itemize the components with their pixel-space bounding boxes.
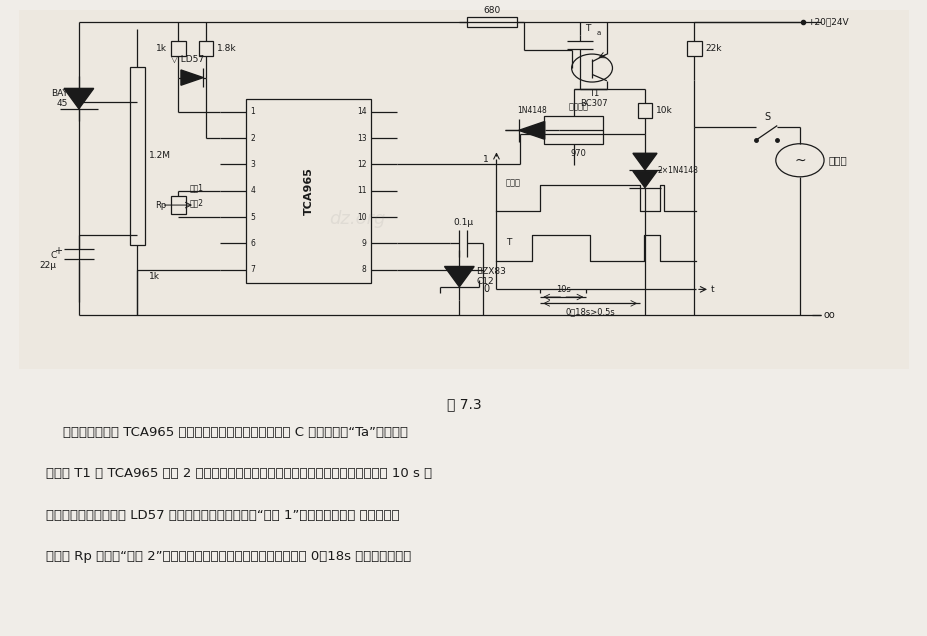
Bar (637, 103, 652, 118)
Bar (198, 41, 213, 56)
Bar (686, 41, 701, 56)
Text: 10k: 10k (655, 106, 672, 115)
Text: 10s: 10s (555, 286, 570, 294)
Text: 1: 1 (250, 107, 255, 116)
Text: 7: 7 (250, 265, 255, 274)
Text: 2: 2 (250, 134, 255, 142)
Text: S: S (764, 112, 769, 122)
Text: 1: 1 (483, 155, 489, 163)
Text: Rp: Rp (155, 200, 166, 210)
Polygon shape (181, 70, 203, 85)
Text: 12: 12 (357, 160, 366, 169)
Text: ~: ~ (794, 153, 805, 167)
Text: dz.org: dz.org (329, 211, 385, 228)
Text: 晶体管 T1 从 TCA965 的脚 2 处得到基极电流，电源供给电流。事光整定的流程提前 10 s 计: 晶体管 T1 从 TCA965 的脚 2 处得到基极电流，电源供给电流。事光整定… (46, 467, 432, 480)
Bar (246, 99, 371, 283)
Text: ▽ LD57: ▽ LD57 (171, 55, 204, 64)
Text: 继电器: 继电器 (505, 178, 520, 187)
Text: 11: 11 (357, 186, 366, 195)
Text: C
22μ: C 22μ (40, 251, 57, 270)
Text: 木继电器: 木继电器 (567, 102, 588, 111)
Text: BAY
45: BAY 45 (51, 89, 68, 108)
Bar (171, 41, 185, 56)
Text: 1.2M: 1.2M (148, 151, 171, 160)
Text: 0.1μ: 0.1μ (452, 218, 473, 227)
Text: 图 7.3: 图 7.3 (446, 397, 481, 411)
Text: 680: 680 (483, 6, 500, 15)
Text: 22k: 22k (705, 45, 721, 53)
Text: 8: 8 (362, 265, 366, 274)
Polygon shape (632, 171, 656, 188)
Polygon shape (444, 266, 474, 287)
Text: 970: 970 (569, 149, 586, 158)
Text: 1.8k: 1.8k (217, 45, 236, 53)
Text: 3: 3 (250, 160, 255, 169)
Text: BZX83
C12: BZX83 C12 (476, 267, 505, 286)
Text: t: t (710, 285, 714, 294)
Text: 时。在此期间内指示灯 LD57 亮。当电容充电电压超过“阁值 1”时继电器吸合。 一旦达到由: 时。在此期间内指示灯 LD57 亮。当电容充电电压超过“阁值 1”时继电器吸合。… (46, 509, 400, 522)
Polygon shape (518, 121, 544, 139)
Text: 阈值1: 阈值1 (189, 183, 203, 192)
Text: 阈值2: 阈值2 (189, 198, 203, 208)
Text: T: T (584, 24, 590, 33)
Bar (171, 196, 185, 214)
Text: a: a (596, 30, 601, 36)
Text: 5: 5 (250, 212, 255, 222)
Text: 13: 13 (357, 134, 366, 142)
Bar (543, 116, 603, 144)
Text: 1k: 1k (156, 45, 167, 53)
Text: 14: 14 (357, 107, 366, 116)
Text: 6: 6 (250, 239, 255, 248)
Text: T1
BC307: T1 BC307 (579, 89, 607, 109)
Text: 2×1N4148: 2×1N4148 (657, 166, 698, 175)
Text: T: T (505, 238, 511, 247)
Text: 10: 10 (357, 212, 366, 222)
Text: 4: 4 (250, 186, 255, 195)
Polygon shape (64, 88, 94, 109)
Text: TCA965: TCA965 (303, 167, 313, 215)
Text: 1N4148: 1N4148 (516, 106, 546, 115)
Bar (466, 17, 516, 27)
Text: 电位器 Rp 整定的“阁值 2”，继电器又释放。继电器吸合持续时间在 0～18s 之间可调整。在: 电位器 Rp 整定的“阁值 2”，继电器又释放。继电器吸合持续时间在 0～18s… (46, 550, 412, 563)
Text: 1k: 1k (148, 272, 159, 280)
Text: +20～24V: +20～24V (806, 18, 848, 27)
Text: 0～18s>0.5s: 0～18s>0.5s (565, 307, 615, 316)
Text: 0: 0 (482, 284, 489, 294)
Text: 9: 9 (362, 239, 366, 248)
Polygon shape (632, 153, 656, 170)
Bar (130, 67, 145, 245)
Text: oo: oo (822, 310, 834, 320)
Text: 利用窗口鉴别器 TCA965 可构成定时器。决定时间的电容 C 在按下按鈕“Ta”后充电，: 利用窗口鉴别器 TCA965 可构成定时器。决定时间的电容 C 在按下按鈕“Ta… (46, 426, 408, 439)
Text: +: + (54, 246, 62, 256)
Bar (19, 10, 908, 369)
Text: 用电器: 用电器 (828, 155, 846, 165)
